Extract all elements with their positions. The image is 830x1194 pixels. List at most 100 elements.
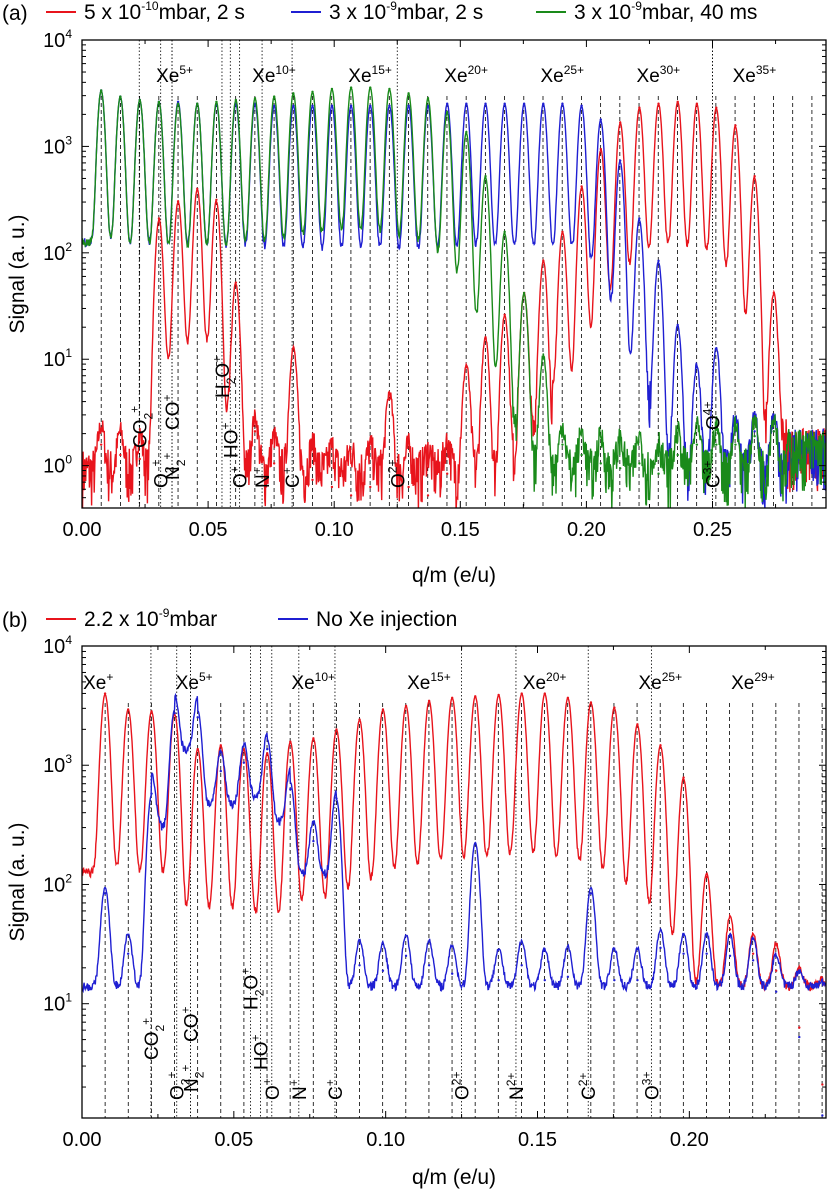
y-axis-label: Signal (a. u.) <box>6 214 29 333</box>
data-point <box>173 712 176 715</box>
ion-label: HO+ <box>218 422 242 458</box>
data-point <box>715 347 718 350</box>
data-point <box>349 104 353 107</box>
ion-label-base: CO <box>142 1032 163 1061</box>
legend-exp: -10 <box>141 0 159 13</box>
data-point <box>613 978 616 982</box>
data-point <box>522 102 526 105</box>
ion-label-base: O <box>704 415 725 430</box>
ion-label: O2+ <box>450 1072 474 1100</box>
data-point <box>426 97 430 100</box>
xe-charge-label: Xe25+ <box>540 63 584 87</box>
y-tick-base: 10 <box>43 243 65 265</box>
ion-label-base: CO <box>181 1014 202 1043</box>
data-point <box>659 744 662 747</box>
xe-charge-label-sup: 35+ <box>756 63 776 77</box>
y-tick-label: 104 <box>43 27 72 52</box>
data-point <box>196 187 199 191</box>
ion-label-sup: 3+ <box>701 461 715 475</box>
legend-label: 2.2 x 10-9mbar <box>84 606 217 631</box>
series-line-1 <box>82 101 826 508</box>
plot-frame <box>81 39 827 509</box>
ion-label-sup: + <box>178 1065 192 1072</box>
y-tick-exp: 1 <box>65 991 72 1005</box>
data-point <box>103 692 107 695</box>
data-point <box>543 692 546 695</box>
x-tick-label: 0.00 <box>63 519 102 541</box>
data-point <box>176 200 180 203</box>
xe-charge-label: Xe10+ <box>252 63 296 87</box>
data-point <box>126 952 130 955</box>
ion-label: N2+ <box>504 1073 528 1100</box>
series-line-3 <box>82 86 826 508</box>
ion-label-base: O <box>152 473 173 488</box>
data-point <box>561 102 564 105</box>
data-point <box>715 443 718 446</box>
data-point <box>150 710 153 713</box>
data-point <box>619 121 622 124</box>
data-point <box>542 355 545 359</box>
data-point <box>753 435 756 438</box>
x-tick-label: 0.15 <box>441 519 480 541</box>
ion-label-sup: 2+ <box>504 1073 518 1087</box>
data-point <box>821 1114 824 1117</box>
data-point <box>774 969 778 972</box>
data-point <box>196 716 199 719</box>
data-point <box>705 875 708 879</box>
ion-label: CO+ <box>178 1006 202 1042</box>
y-tick-exp: 1 <box>65 346 72 360</box>
data-point <box>636 978 639 982</box>
legend-label: No Xe injection <box>316 608 457 631</box>
data-point <box>772 291 775 295</box>
ion-label: N+ <box>287 1079 311 1100</box>
data-point <box>381 969 385 972</box>
data-point <box>465 130 468 134</box>
data-point <box>234 281 238 284</box>
ion-label: N2+ <box>178 1065 206 1092</box>
ion-label-sub: 2 <box>163 466 177 473</box>
data-point <box>497 978 500 982</box>
data-point <box>474 695 477 698</box>
data-point <box>695 366 699 369</box>
data-point <box>242 761 246 764</box>
ion-label: CO+ <box>160 394 184 430</box>
data-point <box>522 291 526 295</box>
ion-label: O+ <box>260 1078 284 1100</box>
ion-label-sup: + <box>210 356 224 363</box>
y-tick-exp: 0 <box>65 453 72 467</box>
xe-charge-label-sup: 15+ <box>430 670 450 684</box>
data-point <box>311 478 314 482</box>
data-point <box>292 104 295 107</box>
data-point <box>657 259 660 263</box>
data-point <box>253 97 257 100</box>
legend-exp: -9 <box>631 0 642 13</box>
ion-label-sup: + <box>178 1006 192 1013</box>
xe-charge-label: Xe15+ <box>407 670 451 694</box>
y-tick-label: 104 <box>43 633 72 658</box>
data-point <box>734 124 737 127</box>
ion-label-sup: 2+ <box>450 1072 464 1086</box>
x-tick-label: 0.20 <box>567 519 606 541</box>
data-point <box>312 737 315 740</box>
data-point <box>657 102 660 105</box>
ion-label-base: CO <box>163 402 184 431</box>
data-point <box>503 102 506 105</box>
data-point <box>311 90 314 94</box>
ion-label-base: O <box>388 473 409 488</box>
xe-charge-label-sup: 5+ <box>199 670 213 684</box>
data-point <box>659 946 662 950</box>
ion-label-sub: 2 <box>192 1071 206 1078</box>
x-tick-label: 0.10 <box>366 1129 405 1151</box>
data-point <box>272 462 276 465</box>
data-point <box>450 696 454 700</box>
data-point <box>542 259 545 263</box>
xe-charge-label: Xe+ <box>83 670 113 694</box>
data-point <box>599 462 602 465</box>
legend-rest: mbar, 40 ms <box>642 1 758 24</box>
x-tick-label: 0.05 <box>189 519 228 541</box>
data-point <box>638 462 641 465</box>
data-point <box>543 978 546 982</box>
ion-label: C+ <box>280 467 304 488</box>
ion-label-base: C <box>704 474 725 488</box>
